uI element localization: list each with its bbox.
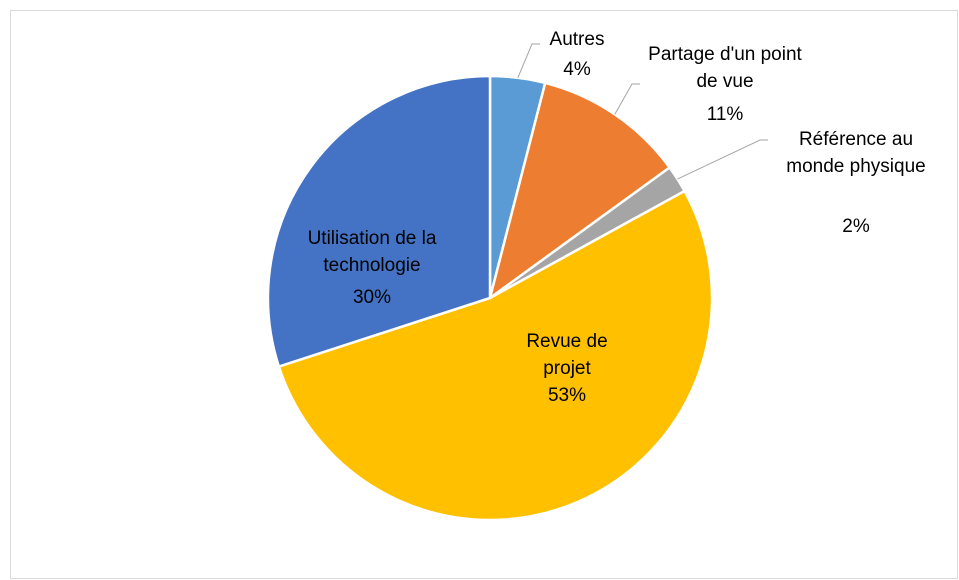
- slice-value-label: 53%: [547, 385, 587, 406]
- pie-slice: [487, 81, 672, 302]
- slice-value-label: 4%: [563, 59, 591, 80]
- slice-category-label: Revue de projet: [526, 331, 608, 379]
- slice-category-label: Partage d'un point de vue: [648, 44, 802, 92]
- leader-line: [677, 139, 768, 180]
- slice-category-label: Référence au monde physique: [786, 129, 926, 177]
- leader-line: [614, 83, 640, 115]
- slice-value-label: 30%: [352, 287, 392, 308]
- slice-value-label: 11%: [706, 104, 744, 125]
- leader-line: [517, 43, 540, 78]
- slice-category-label: Utilisation de la technologie: [307, 228, 437, 276]
- slice-value-label: 2%: [842, 216, 870, 237]
- pie-slice: [266, 74, 492, 369]
- slice-category-label: Autres: [549, 29, 605, 50]
- pie-slice: [277, 189, 714, 522]
